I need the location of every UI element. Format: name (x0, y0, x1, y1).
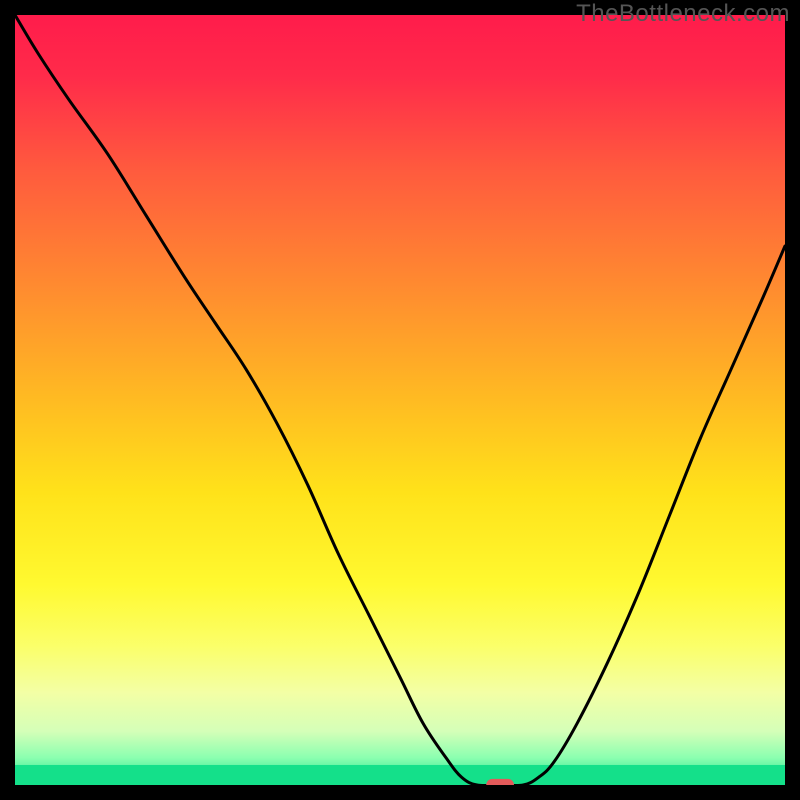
gradient-background (15, 15, 785, 785)
optimum-marker (486, 779, 514, 785)
watermark-text: TheBottleneck.com (576, 0, 790, 28)
minimum-band (15, 765, 785, 785)
chart-root: { "watermark": "TheBottleneck.com", "cha… (0, 0, 800, 800)
chart-svg (15, 15, 785, 785)
chart-canvas (15, 15, 785, 785)
